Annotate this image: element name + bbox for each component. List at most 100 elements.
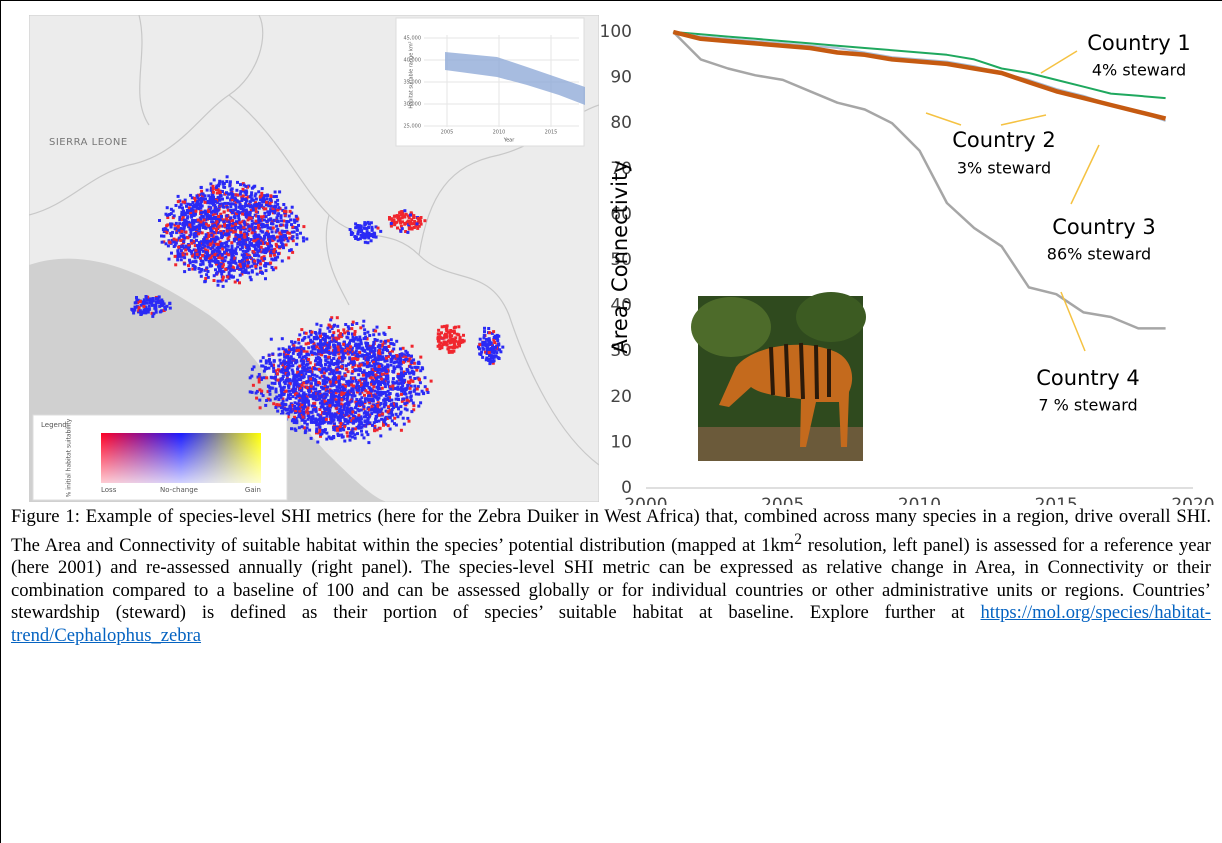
habitat-pixel: [380, 378, 383, 381]
habitat-pixel: [278, 382, 281, 385]
habitat-pixel: [259, 262, 262, 265]
habitat-pixel: [198, 241, 201, 244]
habitat-pixel: [400, 210, 403, 213]
habitat-pixel: [354, 226, 357, 229]
habitat-pixel: [353, 235, 356, 238]
habitat-pixel: [338, 384, 341, 387]
series-name: Country 2: [952, 128, 1055, 152]
habitat-pixel: [363, 405, 366, 408]
habitat-pixel: [194, 226, 197, 229]
habitat-pixel: [323, 382, 326, 385]
habitat-pixel: [306, 386, 309, 389]
habitat-pixel: [304, 372, 307, 375]
habitat-pixel: [281, 337, 284, 340]
habitat-pixel: [444, 333, 447, 336]
habitat-pixel: [219, 191, 222, 194]
habitat-pixel: [213, 256, 216, 259]
habitat-pixel: [380, 394, 383, 397]
habitat-pixel: [253, 236, 256, 239]
habitat-pixel: [346, 431, 349, 434]
habitat-pixel: [235, 233, 238, 236]
habitat-pixel: [200, 220, 203, 223]
habitat-pixel: [386, 397, 389, 400]
habitat-pixel: [242, 250, 245, 253]
habitat-pixel: [400, 393, 403, 396]
habitat-pixel: [227, 224, 230, 227]
habitat-pixel: [375, 378, 378, 381]
habitat-pixel: [327, 365, 330, 368]
habitat-pixel: [318, 357, 321, 360]
habitat-pixel: [187, 203, 190, 206]
habitat-pixel: [447, 348, 450, 351]
habitat-pixel: [278, 245, 281, 248]
habitat-pixel: [255, 203, 258, 206]
habitat-pixel: [277, 379, 280, 382]
habitat-pixel: [345, 368, 348, 371]
habitat-pixel: [355, 347, 358, 350]
habitat-pixel: [224, 256, 227, 259]
habitat-pixel: [288, 396, 291, 399]
legend-mid: No-change: [160, 486, 198, 494]
habitat-pixel: [207, 235, 210, 238]
habitat-pixel: [457, 325, 460, 328]
habitat-pixel: [399, 347, 402, 350]
habitat-pixel: [281, 410, 284, 413]
habitat-pixel: [251, 231, 254, 234]
habitat-pixel: [198, 271, 201, 274]
habitat-pixel: [300, 389, 303, 392]
habitat-pixel: [255, 198, 258, 201]
habitat-pixel: [255, 220, 258, 223]
habitat-pixel: [377, 227, 380, 230]
habitat-pixel: [352, 421, 355, 424]
habitat-pixel: [231, 202, 234, 205]
habitat-pixel: [182, 222, 185, 225]
habitat-pixel: [271, 266, 274, 269]
habitat-pixel: [400, 367, 403, 370]
habitat-pixel: [241, 213, 244, 216]
inset-y-tick-label: 40,000: [404, 58, 422, 64]
habitat-pixel: [413, 385, 416, 388]
habitat-pixel: [494, 335, 497, 338]
habitat-pixel: [306, 412, 309, 415]
habitat-pixel: [239, 248, 242, 251]
habitat-pixel: [265, 376, 268, 379]
map: SIERRA LEONE Habitat suitable range km² …: [29, 15, 599, 502]
habitat-pixel: [386, 383, 389, 386]
habitat-pixel: [273, 254, 276, 257]
habitat-pixel: [370, 409, 373, 412]
habitat-pixel: [357, 389, 360, 392]
habitat-pixel: [194, 268, 197, 271]
habitat-pixel: [347, 332, 350, 335]
habitat-pixel: [324, 355, 327, 358]
habitat-pixel: [261, 231, 264, 234]
habitat-pixel: [382, 348, 385, 351]
habitat-pixel: [395, 394, 398, 397]
habitat-pixel: [424, 376, 427, 379]
habitat-pixel: [350, 361, 353, 364]
habitat-pixel: [258, 207, 261, 210]
habitat-pixel: [370, 355, 373, 358]
habitat-pixel: [410, 222, 413, 225]
habitat-pixel: [262, 200, 265, 203]
habitat-pixel: [148, 305, 151, 308]
habitat-pixel: [368, 223, 371, 226]
habitat-pixel: [197, 219, 200, 222]
habitat-pixel: [336, 361, 339, 364]
habitat-pixel: [406, 231, 409, 234]
habitat-pixel: [401, 227, 404, 230]
habitat-pixel: [292, 347, 295, 350]
habitat-pixel: [337, 329, 340, 332]
habitat-pixel: [147, 311, 150, 314]
habitat-pixel: [413, 226, 416, 229]
habitat-pixel: [142, 305, 145, 308]
habitat-pixel: [150, 302, 153, 305]
habitat-pixel: [374, 418, 377, 421]
habitat-pixel: [225, 279, 228, 282]
habitat-pixel: [319, 402, 322, 405]
habitat-pixel: [412, 402, 415, 405]
habitat-pixel: [319, 422, 322, 425]
habitat-pixel: [325, 369, 328, 372]
habitat-pixel: [501, 346, 504, 349]
habitat-pixel: [315, 410, 318, 413]
habitat-pixel: [302, 366, 305, 369]
